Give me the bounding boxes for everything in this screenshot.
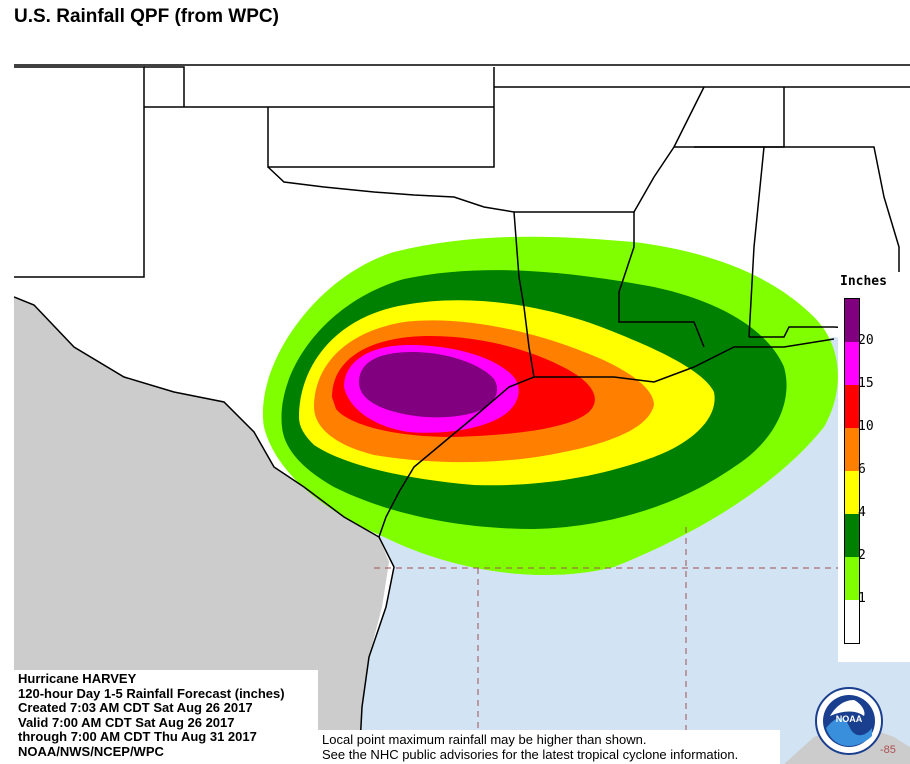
svg-text:NOAA: NOAA [836, 714, 863, 724]
legend-swatch [845, 385, 859, 428]
disclaimer-line-2: See the NHC public advisories for the la… [322, 747, 739, 762]
legend-swatch [845, 514, 859, 557]
legend-tick: 6 [858, 462, 866, 477]
latlon-grid [374, 527, 839, 764]
legend-swatch [845, 428, 859, 471]
map-title: U.S. Rainfall QPF (from WPC) [14, 6, 279, 27]
legend-tick: 4 [858, 505, 866, 520]
legend-swatch [845, 342, 859, 385]
legend-colorbar [844, 298, 860, 644]
legend-swatch [845, 600, 859, 643]
rainfall-map [14, 47, 910, 764]
info-line: Created 7:03 AM CDT Sat Aug 26 2017 [18, 700, 253, 716]
legend-tick: 20 [858, 333, 874, 348]
legend-swatch [845, 471, 859, 514]
legend-swatch [845, 299, 859, 342]
legend-title: Inches [840, 274, 887, 289]
legend-tick: 10 [858, 419, 874, 434]
info-line: NOAA/NWS/NCEP/WPC [18, 743, 164, 759]
disclaimer-line-1: Local point maximum rainfall may be high… [322, 732, 647, 747]
legend-tick: 15 [858, 376, 874, 391]
disclaimer-box: Local point maximum rainfall may be high… [318, 730, 780, 764]
info-line: Valid 7:00 AM CDT Sat Aug 26 2017 [18, 714, 235, 730]
rainfall-legend: Inches 20 15 10 6 4 2 1 [838, 272, 910, 662]
info-line: through 7:00 AM CDT Thu Aug 31 2017 [18, 729, 257, 745]
forecast-info-box: Hurricane HARVEY 120-hour Day 1-5 Rainfa… [14, 670, 318, 764]
info-line: Hurricane HARVEY [18, 671, 137, 686]
rainfall-contours [262, 236, 838, 576]
legend-swatch [845, 557, 859, 600]
longitude-label: -85 [880, 744, 896, 756]
legend-tick: 2 [858, 548, 866, 563]
info-line: 120-hour Day 1-5 Rainfall Forecast (inch… [18, 685, 285, 701]
mexico-land [14, 297, 389, 764]
state-boundaries [14, 64, 910, 764]
contour-20in [359, 352, 498, 418]
noaa-logo-icon: NOAA [815, 687, 883, 755]
legend-tick: 1 [858, 591, 866, 606]
